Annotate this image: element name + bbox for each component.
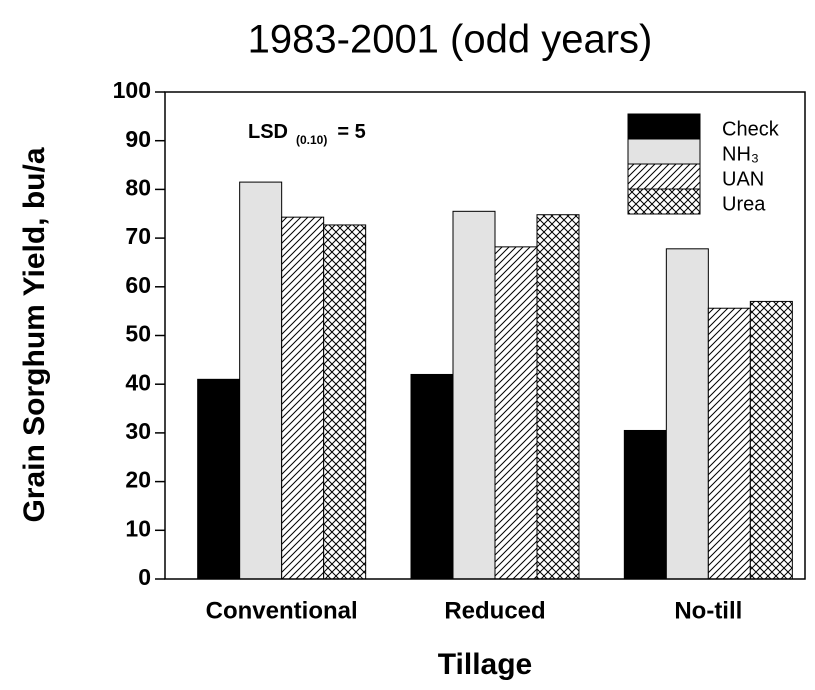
bar — [410, 373, 454, 580]
plot-frame — [164, 91, 806, 580]
x-tick-label: No-till — [674, 597, 742, 624]
legend-swatch — [627, 138, 701, 165]
annotation-subscript: (0.10) — [296, 133, 327, 147]
y-tick-label: 70 — [125, 223, 151, 249]
x-tick-label: Conventional — [206, 597, 358, 624]
bar — [749, 300, 793, 580]
bar — [536, 214, 580, 580]
y-tick-label: 100 — [113, 77, 151, 103]
bar — [197, 378, 241, 580]
legend-swatch — [627, 188, 701, 215]
legend-swatch — [627, 163, 701, 190]
legend-label: Check — [722, 118, 780, 140]
legend-label: Urea — [722, 193, 766, 215]
annotation: LSD (0.10) = 5 — [248, 121, 366, 147]
bar — [494, 246, 538, 580]
x-tick-label: Reduced — [444, 597, 545, 624]
y-tick-label: 30 — [125, 418, 151, 444]
bar — [623, 429, 667, 580]
x-axis-label: Tillage — [438, 648, 532, 681]
bar — [323, 224, 367, 580]
y-axis-label: Grain Sorghum Yield, bu/a — [18, 147, 51, 522]
bar — [281, 216, 325, 580]
annotation-value: = 5 — [337, 121, 365, 143]
y-tick-label: 60 — [125, 272, 151, 298]
annotation-text: LSD — [248, 121, 288, 143]
y-tick-label: 80 — [125, 174, 151, 200]
y-tick-label: 90 — [125, 126, 151, 152]
legend-swatch — [627, 113, 701, 140]
bar — [707, 307, 751, 580]
bar — [452, 210, 496, 580]
legend-label: NH₃ — [722, 143, 759, 165]
y-tick-label: 10 — [125, 515, 151, 541]
y-tick-label: 40 — [125, 369, 151, 395]
bar — [239, 181, 283, 580]
y-tick-label: 20 — [125, 467, 151, 493]
y-tick-label: 0 — [138, 564, 151, 590]
bar — [665, 248, 709, 580]
legend-label: UAN — [722, 168, 764, 190]
chart-title: 1983-2001 (odd years) — [248, 18, 653, 62]
y-tick-label: 50 — [125, 321, 151, 347]
